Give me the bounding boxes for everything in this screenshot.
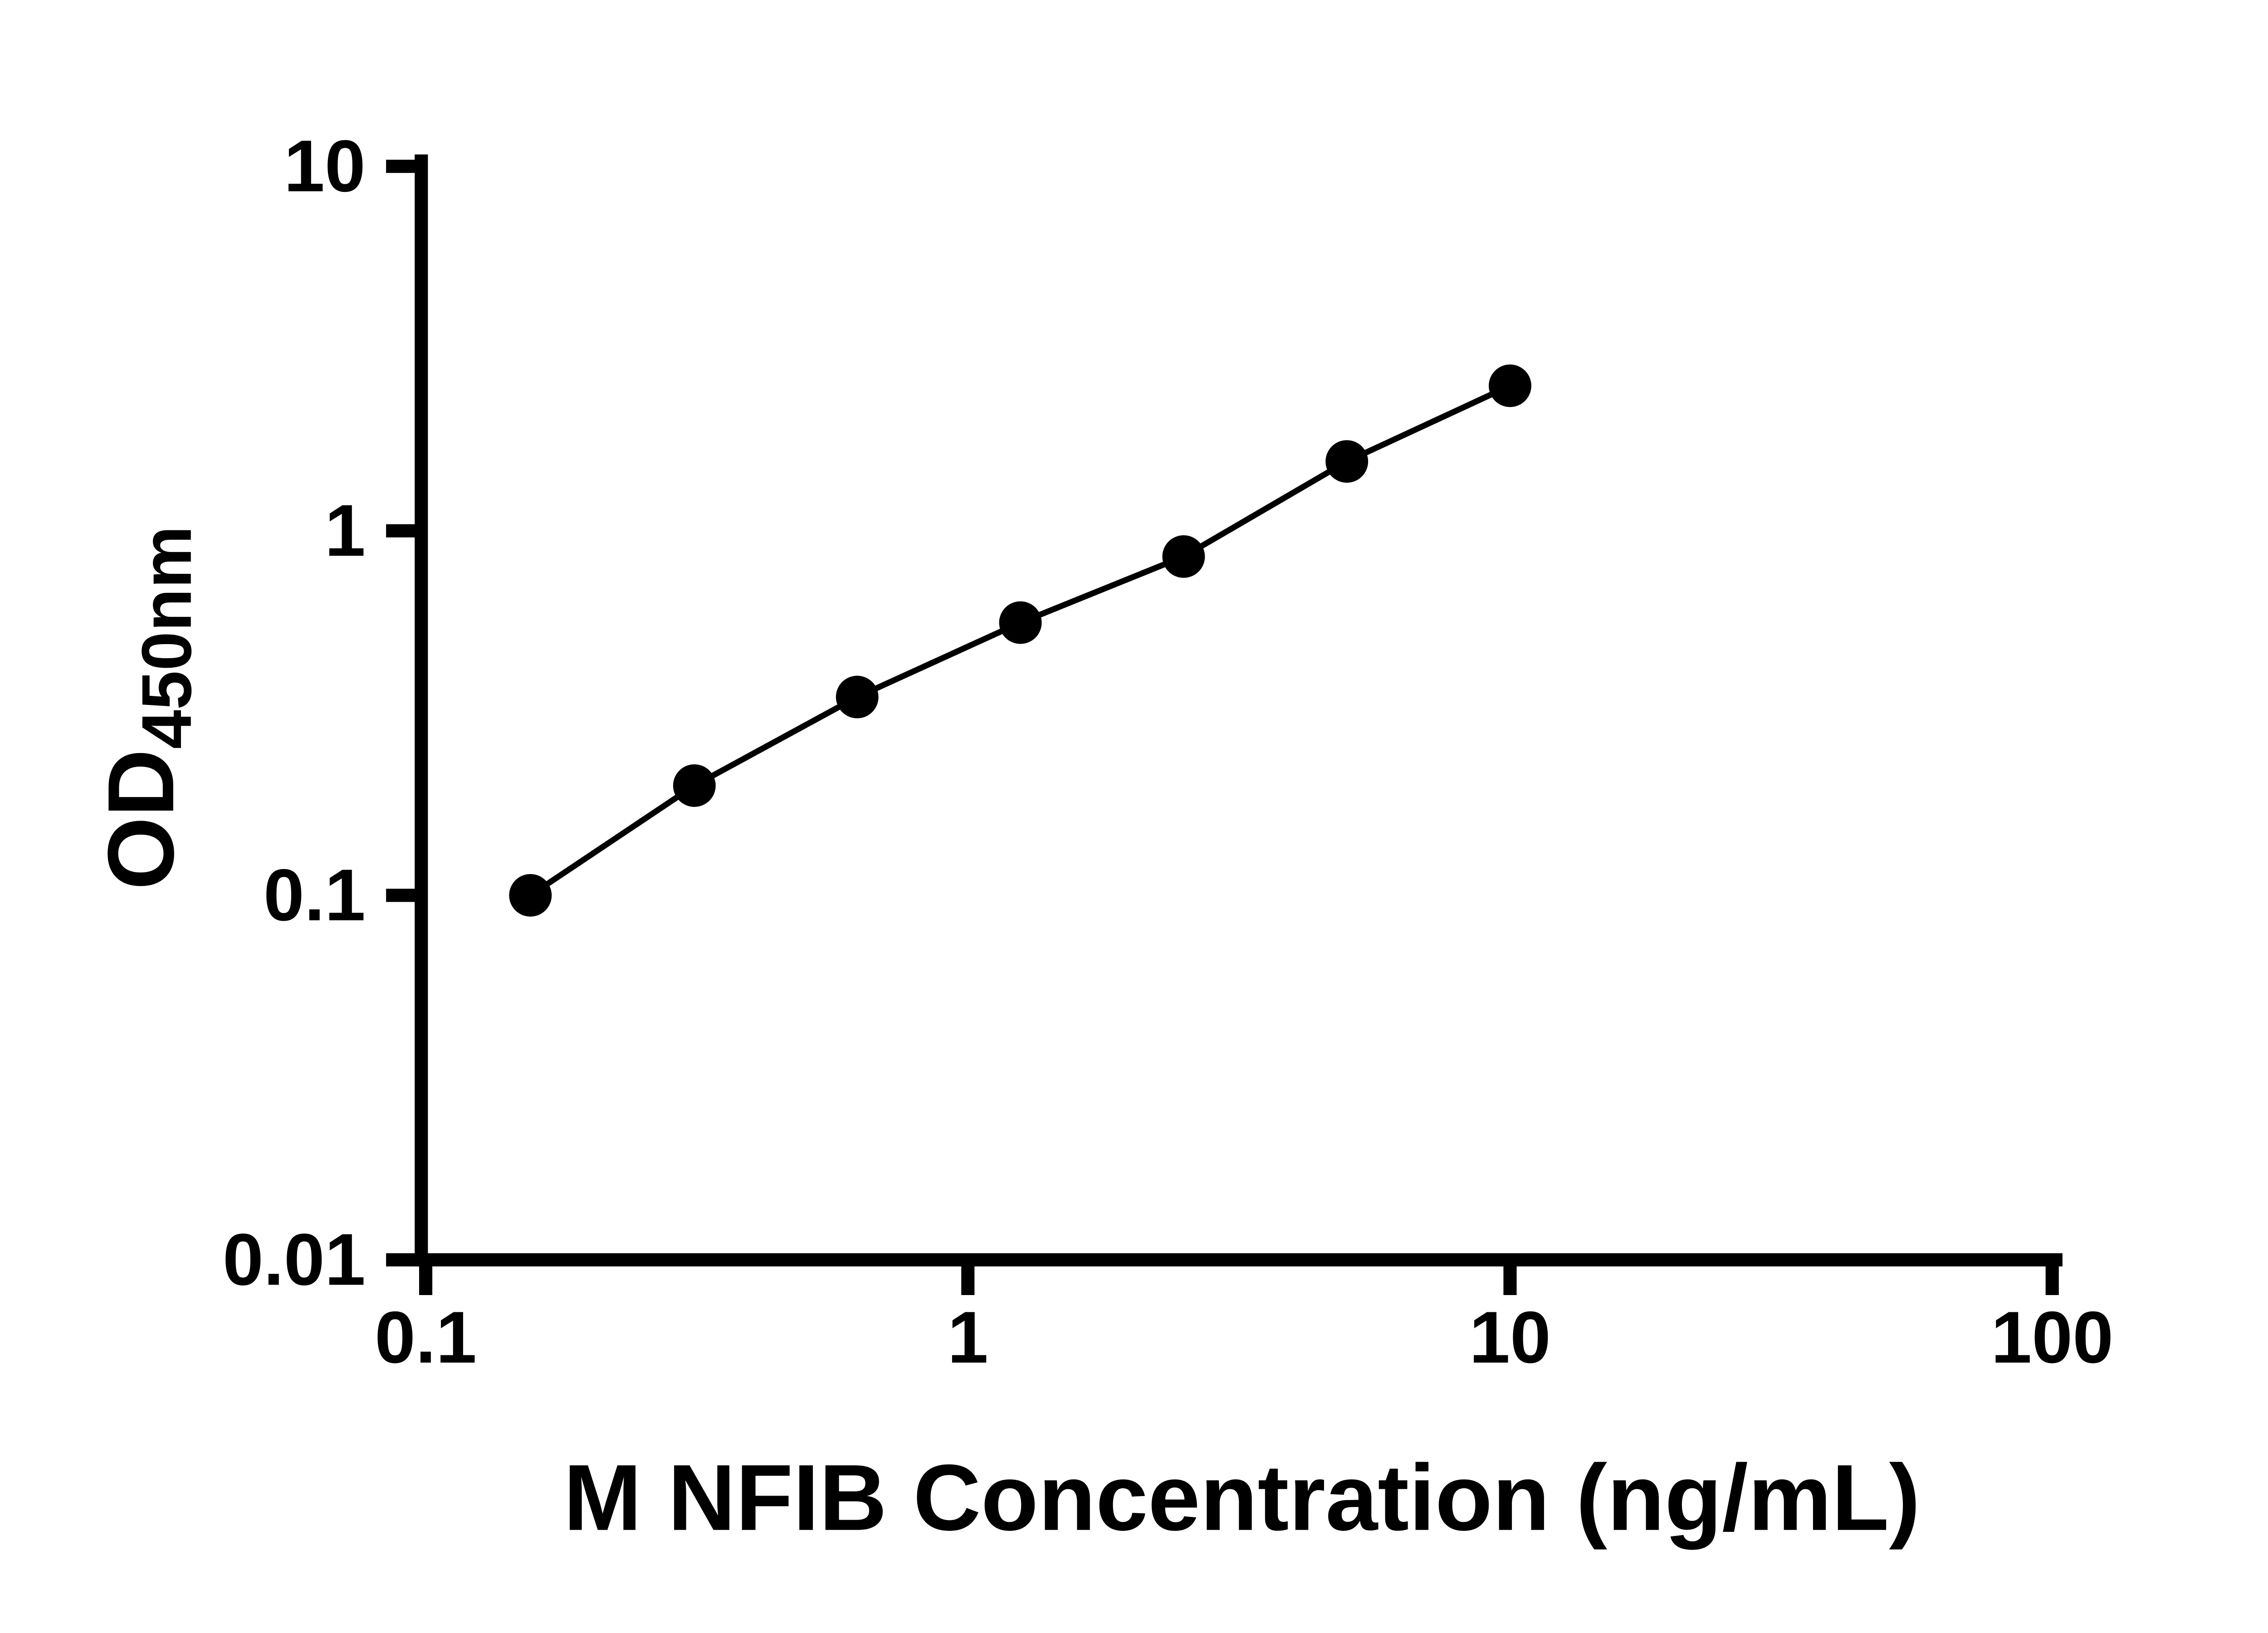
x-tick-label: 1 bbox=[948, 1297, 988, 1379]
x-tick-label: 10 bbox=[1469, 1297, 1551, 1379]
y-tick-label: 0.1 bbox=[264, 855, 366, 936]
y-axis-title: OD450nm bbox=[88, 526, 206, 890]
y-axis-ticks: 0.01 0.1 1 10 bbox=[223, 126, 421, 1301]
x-tick-label: 0.1 bbox=[375, 1297, 477, 1379]
data-series bbox=[509, 364, 1531, 917]
data-point bbox=[1325, 440, 1369, 483]
y-tick-label: 10 bbox=[284, 126, 366, 207]
x-axis-title: M NFIB Concentration (ng/mL) bbox=[563, 1445, 1920, 1550]
axis-lines bbox=[415, 154, 2063, 1266]
x-axis-ticks: 0.1 1 10 100 bbox=[375, 1260, 2113, 1379]
data-point bbox=[999, 601, 1042, 644]
data-point bbox=[1489, 364, 1531, 407]
y-tick-label: 0.01 bbox=[223, 1219, 366, 1301]
y-tick-label: 1 bbox=[325, 490, 366, 572]
data-point bbox=[509, 874, 552, 917]
data-point bbox=[673, 764, 716, 807]
data-point bbox=[1162, 535, 1205, 578]
y-axis-title-main: OD bbox=[88, 749, 193, 890]
y-axis-title-subscript: 450nm bbox=[127, 526, 206, 749]
data-point bbox=[836, 675, 879, 719]
x-tick-label: 100 bbox=[1991, 1297, 2113, 1379]
axes bbox=[415, 154, 2063, 1266]
